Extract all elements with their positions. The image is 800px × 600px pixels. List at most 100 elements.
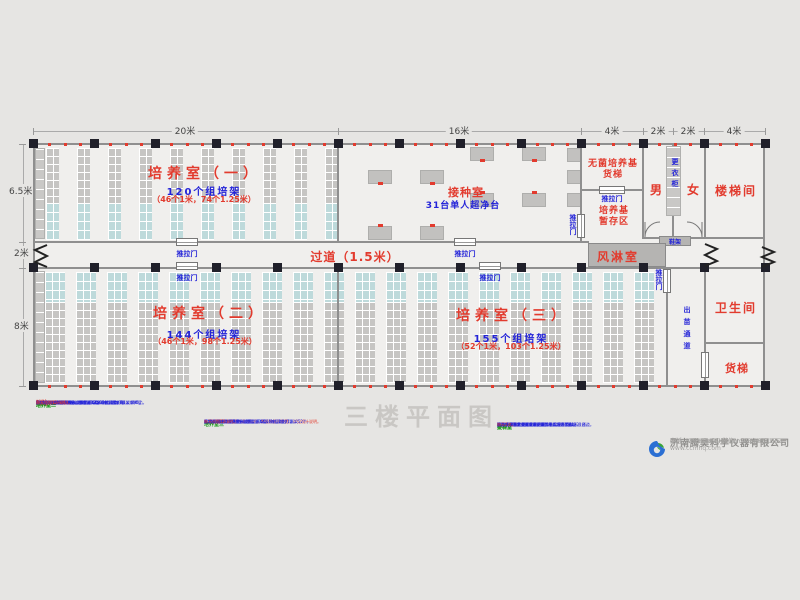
wall-marker-dot (48, 385, 51, 388)
structural-column (273, 381, 282, 390)
culture-rack (108, 148, 121, 203)
culture-rack (355, 272, 375, 302)
wall-marker-dot (64, 143, 67, 146)
dimension-tick (19, 144, 26, 145)
culture-rack (139, 203, 152, 240)
wall-marker-dot (445, 385, 448, 388)
wall-marker-dot (612, 143, 615, 146)
room-label-sterile-elevator-1: 无菌培养基 (587, 159, 639, 169)
structural-column (29, 381, 38, 390)
room-label-culture1-racks: 120个组培架 (166, 187, 242, 198)
wall-marker-dot (140, 385, 143, 388)
dim-top-4m-a: 4米 (601, 124, 623, 137)
wall-marker-dot (79, 385, 82, 388)
note-header: 更衣室 (497, 425, 513, 431)
structural-column (456, 263, 465, 272)
structural-column (273, 263, 282, 272)
wall-marker-dot (491, 385, 494, 388)
room-label-culture3-detail: （52个1米，103个1.25米） (456, 342, 566, 351)
dim-top-2m-a: 2米 (647, 124, 669, 137)
culture-rack (448, 272, 468, 302)
wall-marker-dot (719, 385, 722, 388)
wall-marker-dot (674, 143, 677, 146)
bench-marker (378, 182, 383, 185)
culture-rack (232, 148, 245, 203)
dim-top-20m: 20米 (171, 124, 199, 137)
culture-rack (201, 203, 214, 240)
top-dimension-line (33, 131, 765, 132)
note-header: 培养室三 (204, 422, 225, 428)
dimension-tick (19, 386, 26, 387)
note-bullet-line: ■ 各培养室均配置空调与风机，数量按面积配置，详见设计说明。 (204, 419, 322, 424)
culture-rack (324, 272, 344, 302)
sliding-door (176, 238, 198, 246)
culture-rack (294, 203, 307, 240)
shoe-rack-box (659, 236, 691, 246)
company-name: 济南腾昊科学仪器有限公司 (670, 439, 791, 449)
structural-column (90, 139, 99, 148)
culture-rack (510, 272, 530, 302)
wall-marker-dot (536, 385, 539, 388)
culture-rack (325, 203, 338, 240)
structural-column (700, 139, 709, 148)
bench-marker (430, 182, 435, 185)
structural-column (151, 263, 160, 272)
wall-marker-dot (231, 143, 234, 146)
dimension-tick (765, 128, 766, 135)
room-label-sterile-elevator-2: 货梯 (602, 170, 624, 180)
structural-column (151, 381, 160, 390)
culture-rack (169, 272, 189, 302)
structural-column (517, 263, 526, 272)
culture-rack (107, 302, 127, 383)
wall-toilet-freight (704, 342, 765, 344)
structural-column (761, 263, 770, 272)
wall-marker-dot (566, 143, 569, 146)
room-label-inoculation: 接种室 (448, 186, 484, 199)
room-label-corridor: 过道（1.5米） (310, 250, 400, 264)
wall-marker-dot (186, 143, 189, 146)
room-label-toilet: 卫生间 (714, 301, 758, 315)
structural-column (151, 139, 160, 148)
sliding-door-label: 推拉门 (176, 274, 198, 282)
room-label-culture3-racks: 155个组培架 (473, 334, 549, 345)
company-web: 网址：www.zupei17.com，www.ccmhq.com (670, 438, 749, 452)
wall-marker-dot (109, 385, 112, 388)
culture-rack (76, 302, 96, 383)
culture-rack (200, 272, 220, 302)
culture-rack (139, 148, 152, 203)
wall-marker-dot (566, 385, 569, 388)
wall-marker-dot (48, 143, 51, 146)
culture-rack (201, 148, 214, 203)
structural-column (395, 139, 404, 148)
wall-marker-dot (628, 143, 631, 146)
company-phone: 电话：0531-83790617，15866611552 (670, 438, 784, 445)
page-title: 三楼平面图 (344, 403, 499, 431)
wall-marker-dot (430, 143, 433, 146)
culture-rack (541, 302, 561, 383)
wall-marker-dot (506, 143, 509, 146)
dimension-tick (673, 128, 674, 135)
structural-column (212, 381, 221, 390)
wall-marker-dot (64, 385, 67, 388)
wall-changing-bottom (642, 237, 765, 239)
structural-column (212, 263, 221, 272)
culture-rack (263, 203, 276, 240)
wall-marker-dot (323, 385, 326, 388)
culture-rack (138, 272, 158, 302)
room-label-media-storage-2: 暂存区 (598, 217, 630, 227)
structural-column (761, 139, 770, 148)
culture-rack (108, 203, 121, 240)
structural-column (273, 139, 282, 148)
notes-title: 附注 (36, 400, 49, 407)
wall-marker-dot (475, 385, 478, 388)
culture-rack (107, 272, 127, 302)
room-label-culture1-detail: （46个1米，74个1.25米） (152, 195, 256, 204)
structural-column (90, 263, 99, 272)
wall-culture2-culture3 (337, 267, 339, 387)
bench-marker (480, 191, 485, 194)
wall-female-stairwell (704, 143, 706, 239)
dimension-tick (704, 128, 705, 135)
culture-rack (294, 148, 307, 203)
room-label-culture3: 培养室（三） (456, 308, 570, 324)
